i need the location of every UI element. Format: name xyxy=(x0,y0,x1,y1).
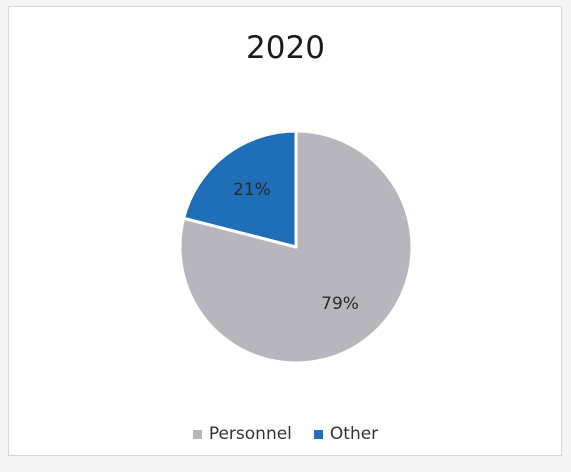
legend-item-other: Other xyxy=(313,424,379,444)
chart-title: 2020 xyxy=(246,30,325,66)
legend-label-personnel: Personnel xyxy=(208,424,292,444)
legend: Personnel Other xyxy=(0,424,571,444)
legend-item-personnel: Personnel xyxy=(192,424,292,444)
data-label-personnel: 79% xyxy=(321,294,359,314)
data-label-other: 21% xyxy=(233,180,271,200)
legend-swatch-personnel xyxy=(192,429,202,439)
pie-slice-other xyxy=(182,129,298,249)
legend-swatch-other xyxy=(313,429,323,439)
legend-label-other: Other xyxy=(329,424,379,444)
